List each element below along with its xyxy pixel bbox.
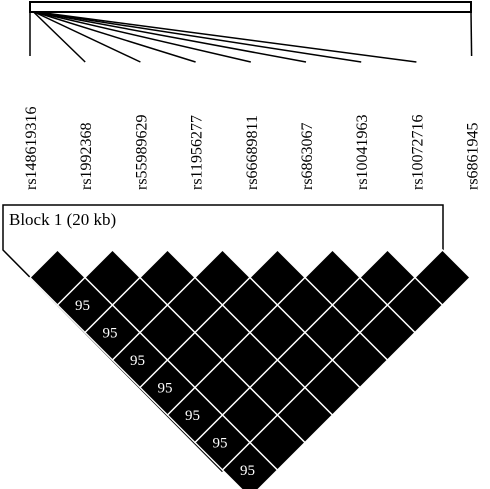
ld-value-6: 95 (185, 408, 200, 424)
marker-connector-5 (35, 11, 251, 63)
marker-label-rs66689811: rs66689811 (244, 115, 261, 190)
ld-value-3: 95 (103, 326, 118, 342)
marker-connector-9 (470, 11, 473, 57)
marker-connector-8 (37, 11, 417, 63)
ld-value-8: 95 (240, 463, 255, 479)
ld-value-7: 95 (213, 436, 228, 452)
ld-values: 95 95 95 95 95 95 95 (75, 298, 255, 479)
ld-cell-8-9 (414, 249, 471, 306)
marker-label-rs6863067: rs6863067 (299, 122, 316, 190)
marker-label-rs10072716: rs10072716 (409, 114, 426, 190)
marker-label-rs1992368: rs1992368 (78, 122, 95, 190)
marker-label-rs6861945: rs6861945 (465, 122, 482, 190)
marker-label-rs11956277: rs11956277 (189, 115, 206, 190)
marker-labels: rs148619316 rs1992368 rs55989629 rs11956277… (23, 106, 482, 190)
position-bar (29, 1, 472, 13)
ld-value-2: 95 (75, 298, 90, 314)
ld-value-5: 95 (158, 381, 173, 397)
marker-label-rs55989629: rs55989629 (133, 114, 150, 190)
block-label: Block 1 (20 kb) (9, 210, 116, 229)
ld-cells (29, 249, 471, 489)
marker-label-rs10041963: rs10041963 (354, 114, 371, 190)
marker-connector-4 (34, 11, 196, 63)
ld-value-4: 95 (130, 353, 145, 369)
marker-connector-2 (33, 11, 86, 63)
marker-connector-lines (29, 11, 473, 63)
marker-connector-6 (35, 11, 307, 63)
marker-label-rs148619316: rs148619316 (23, 106, 40, 190)
marker-connector-3 (33, 11, 141, 63)
marker-connector-7 (36, 11, 362, 63)
